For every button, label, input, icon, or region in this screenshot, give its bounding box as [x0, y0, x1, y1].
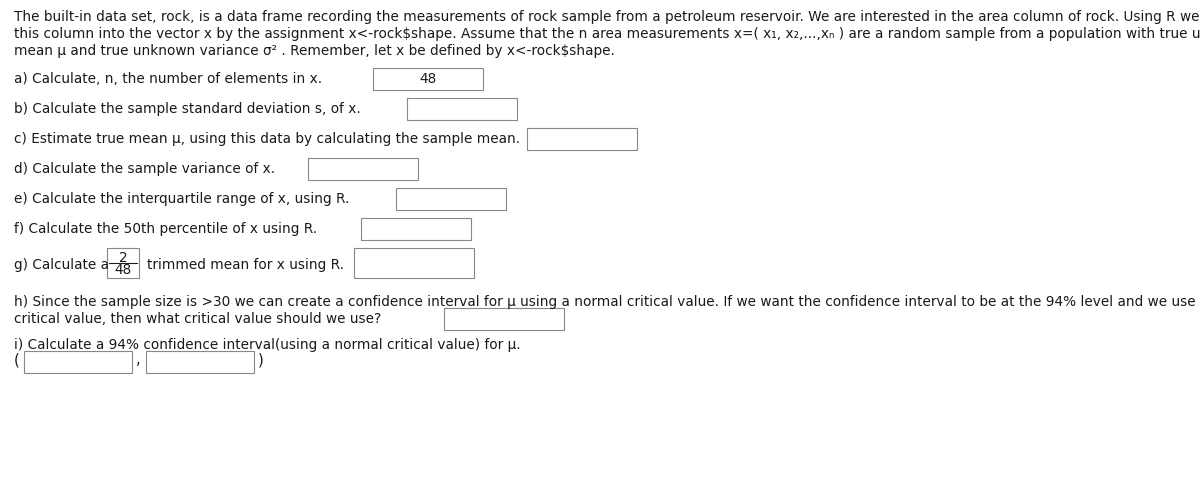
Bar: [361, 218, 470, 240]
Bar: [527, 128, 637, 150]
Bar: [444, 308, 564, 330]
Text: 48: 48: [114, 262, 132, 276]
Text: b) Calculate the sample standard deviation s, of x.: b) Calculate the sample standard deviati…: [14, 102, 361, 116]
Bar: [373, 68, 482, 90]
Text: f) Calculate the 50th percentile of x using R.: f) Calculate the 50th percentile of x us…: [14, 222, 317, 236]
Bar: [396, 188, 506, 210]
Text: g) Calculate a: g) Calculate a: [14, 258, 109, 272]
Text: ): ): [258, 353, 264, 367]
Text: critical value, then what critical value should we use?: critical value, then what critical value…: [14, 312, 382, 326]
Text: 2: 2: [119, 251, 127, 265]
Bar: [407, 98, 517, 120]
Text: (: (: [14, 353, 19, 367]
Text: d) Calculate the sample variance of x.: d) Calculate the sample variance of x.: [14, 162, 275, 176]
Text: h) Since the sample size is >30 we can create a confidence interval for μ using : h) Since the sample size is >30 we can c…: [14, 295, 1200, 309]
Text: i) Calculate a 94% confidence interval(using a normal critical value) for μ.: i) Calculate a 94% confidence interval(u…: [14, 338, 521, 352]
Text: a) Calculate, n, the number of elements in x.: a) Calculate, n, the number of elements …: [14, 72, 322, 86]
Text: this column into the vector x by the assignment x<-rock$shape. Assume that the n: this column into the vector x by the ass…: [14, 27, 1200, 41]
Bar: [24, 351, 132, 373]
Bar: [308, 158, 418, 180]
Bar: [107, 248, 139, 278]
Text: e) Calculate the interquartile range of x, using R.: e) Calculate the interquartile range of …: [14, 192, 349, 206]
Bar: [354, 248, 474, 278]
Text: The built-in data set, rock, is a data frame recording the measurements of rock : The built-in data set, rock, is a data f…: [14, 10, 1200, 24]
Bar: [146, 351, 254, 373]
Text: ,: ,: [136, 353, 140, 367]
Text: c) Estimate true mean μ, using this data by calculating the sample mean.: c) Estimate true mean μ, using this data…: [14, 132, 520, 146]
Text: trimmed mean for x using R.: trimmed mean for x using R.: [148, 258, 344, 272]
Text: mean μ and true unknown variance σ² . Remember, let x be defined by x<-rock$shap: mean μ and true unknown variance σ² . Re…: [14, 44, 614, 58]
Text: 48: 48: [419, 72, 437, 86]
